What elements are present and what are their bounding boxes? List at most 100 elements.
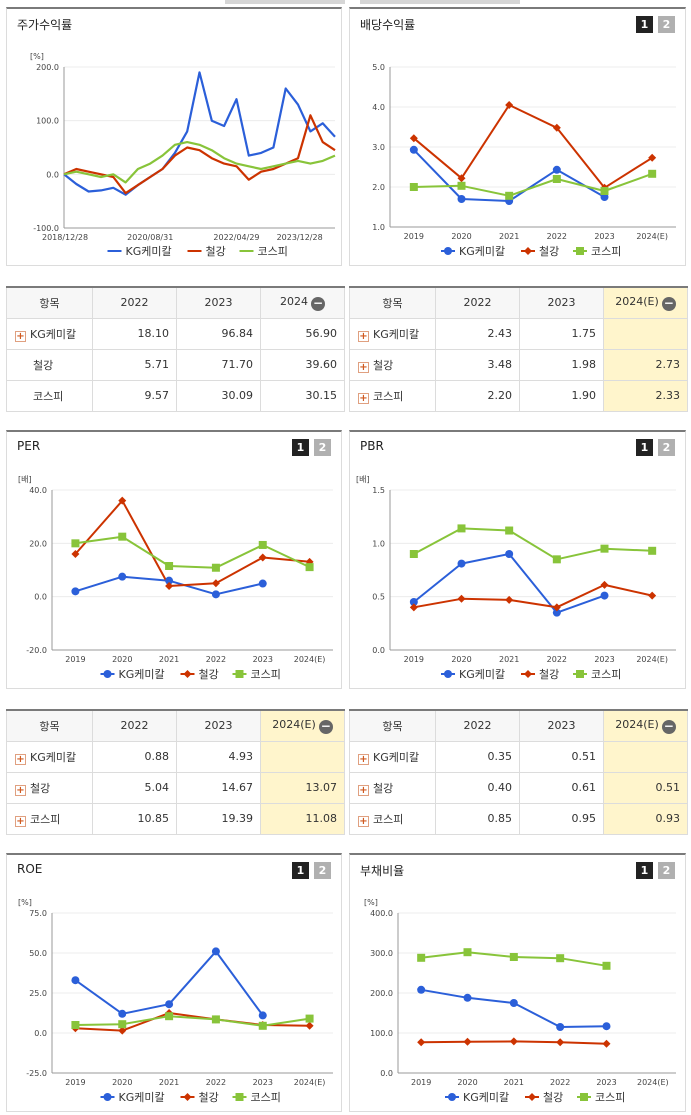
pbr-chart: [배]1.5 1.0 0.5 0.0 2019 2020 2021 2022 2023 2024(… — [356, 475, 676, 681]
legend-label: 철강 — [206, 245, 226, 258]
row-label[interactable]: + 철강 — [349, 771, 436, 804]
data-point — [556, 1038, 565, 1047]
data-point — [118, 1009, 127, 1018]
y-tick-label: 1.5 — [372, 486, 385, 495]
y-tick-label: -25.0 — [26, 1069, 47, 1078]
row-label[interactable]: + KG케미칼 — [349, 740, 436, 773]
table-cell: 0.40 — [435, 771, 520, 804]
unit-label: [배] — [18, 475, 32, 484]
chart-mode-1-button[interactable]: 1 — [292, 862, 309, 879]
chart-mode-2-button[interactable]: 2 — [314, 862, 331, 879]
row-label[interactable]: + 코스피 — [6, 802, 93, 835]
y-tick-label: 1.0 — [372, 223, 385, 232]
row-label[interactable]: 철강 — [6, 348, 93, 381]
expand-row-icon[interactable]: + — [358, 330, 369, 342]
collapse-column-icon[interactable]: − — [661, 718, 676, 734]
column-header-year: 2022 — [435, 286, 520, 319]
expand-row-icon[interactable]: + — [15, 330, 26, 342]
column-header-year: 2022 — [435, 709, 520, 742]
column-header-year: 2023 — [519, 709, 604, 742]
table-cell: 0.93 — [603, 802, 688, 835]
data-point — [552, 603, 561, 612]
data-point — [552, 555, 561, 564]
expand-row-icon[interactable]: + — [358, 753, 369, 765]
y-tick-label: 25.0 — [29, 989, 47, 998]
legend-label: KG케미칼 — [463, 1091, 509, 1104]
table-cell: 0.88 — [92, 740, 177, 773]
data-point — [528, 1093, 536, 1101]
chart-mode-1-button[interactable]: 1 — [636, 16, 653, 33]
collapse-column-icon[interactable]: − — [311, 295, 325, 311]
debt-ratio-chart: [%] 400.0 300.0 200.0 100.0 0.0 2019 2020 2021 20… — [364, 898, 676, 1104]
row-label[interactable]: + KG케미칼 — [6, 317, 93, 350]
chart-mode-1-button[interactable]: 1 — [636, 439, 653, 456]
series-line — [63, 71, 336, 196]
expand-row-icon[interactable]: + — [15, 753, 26, 765]
row-label[interactable]: + 철강 — [349, 348, 436, 381]
data-point — [457, 559, 466, 568]
row-label[interactable]: + KG케미칼 — [6, 740, 93, 773]
chart-mode-2-button[interactable]: 2 — [658, 16, 675, 33]
data-point — [556, 1023, 565, 1031]
table-row: + KG케미칼 0.35 0.51 — [349, 740, 688, 773]
expand-row-icon[interactable]: + — [15, 815, 26, 827]
row-label[interactable]: + 코스피 — [349, 802, 436, 835]
chart-mode-2-button[interactable]: 2 — [658, 862, 675, 879]
table-row: + 철강 5.04 14.67 13.07 — [6, 771, 345, 804]
chart-mode-2-button[interactable]: 2 — [658, 439, 675, 456]
legend-label: 철강 — [199, 668, 219, 681]
table-cell: 4.93 — [176, 740, 261, 773]
expand-row-icon[interactable]: + — [358, 361, 369, 373]
x-tick-label: 2019 — [404, 232, 424, 241]
dividend-chart: 5.0 4.0 3.0 2.0 1.0 2019 2020 2021 2022 2023 2024(… — [372, 63, 676, 258]
data-point — [505, 595, 514, 604]
panel-title: ROE — [17, 862, 43, 876]
expand-row-icon[interactable]: + — [358, 392, 369, 404]
y-tick-label: 40.0 — [29, 486, 47, 495]
row-label[interactable]: + 철강 — [6, 771, 93, 804]
expand-row-icon[interactable]: + — [358, 784, 369, 796]
table-cell: 19.39 — [176, 802, 261, 835]
column-header-year: 2024(E) − — [603, 709, 688, 742]
row-label[interactable]: + 코스피 — [349, 379, 436, 412]
table-cell: 5.04 — [92, 771, 177, 804]
data-point — [648, 591, 657, 600]
per-table: 항목 2022 2023 2024(E) − + KG케미칼 0.88 4.93 + 철강 5.04 1… — [6, 709, 345, 835]
chart-mode-1-button[interactable]: 1 — [636, 862, 653, 879]
data-point — [509, 953, 518, 961]
row-label[interactable]: 코스피 — [6, 379, 93, 412]
chart-mode-2-button[interactable]: 2 — [314, 439, 331, 456]
y-tick-label: 3.0 — [372, 143, 385, 152]
data-point — [103, 1093, 112, 1101]
x-tick-label: 2020 — [457, 1078, 477, 1087]
table-cell: 30.15 — [260, 379, 345, 412]
collapse-column-icon[interactable]: − — [318, 718, 333, 734]
series-line — [63, 141, 336, 184]
x-tick-label: 2022 — [547, 655, 567, 664]
y-tick-label: 2.0 — [372, 183, 385, 192]
table-cell: 13.07 — [260, 771, 345, 804]
collapse-column-icon[interactable]: − — [661, 295, 676, 311]
data-point — [463, 948, 472, 957]
top-bar-stub-1 — [225, 0, 345, 4]
data-point — [409, 603, 418, 612]
series-line — [413, 104, 653, 189]
expand-row-icon[interactable]: + — [358, 815, 369, 827]
series-line — [413, 172, 653, 197]
data-point — [600, 591, 609, 600]
row-label[interactable]: + KG케미칼 — [349, 317, 436, 350]
chart-mode-1-button[interactable]: 1 — [292, 439, 309, 456]
expand-row-icon[interactable]: + — [15, 784, 26, 796]
data-point — [211, 947, 220, 956]
y-tick-label: 0.5 — [372, 593, 385, 602]
legend-label: 철강 — [539, 668, 559, 681]
series-line — [75, 535, 311, 569]
y-tick-label: 20.0 — [29, 539, 47, 548]
table-cell: 30.09 — [176, 379, 261, 412]
table-cell: 0.51 — [603, 771, 688, 804]
legend-label: 철강 — [199, 1091, 219, 1104]
x-tick-label: 2020 — [451, 655, 471, 664]
series-line — [413, 553, 605, 614]
column-header-year: 2024(E) − — [260, 709, 345, 742]
